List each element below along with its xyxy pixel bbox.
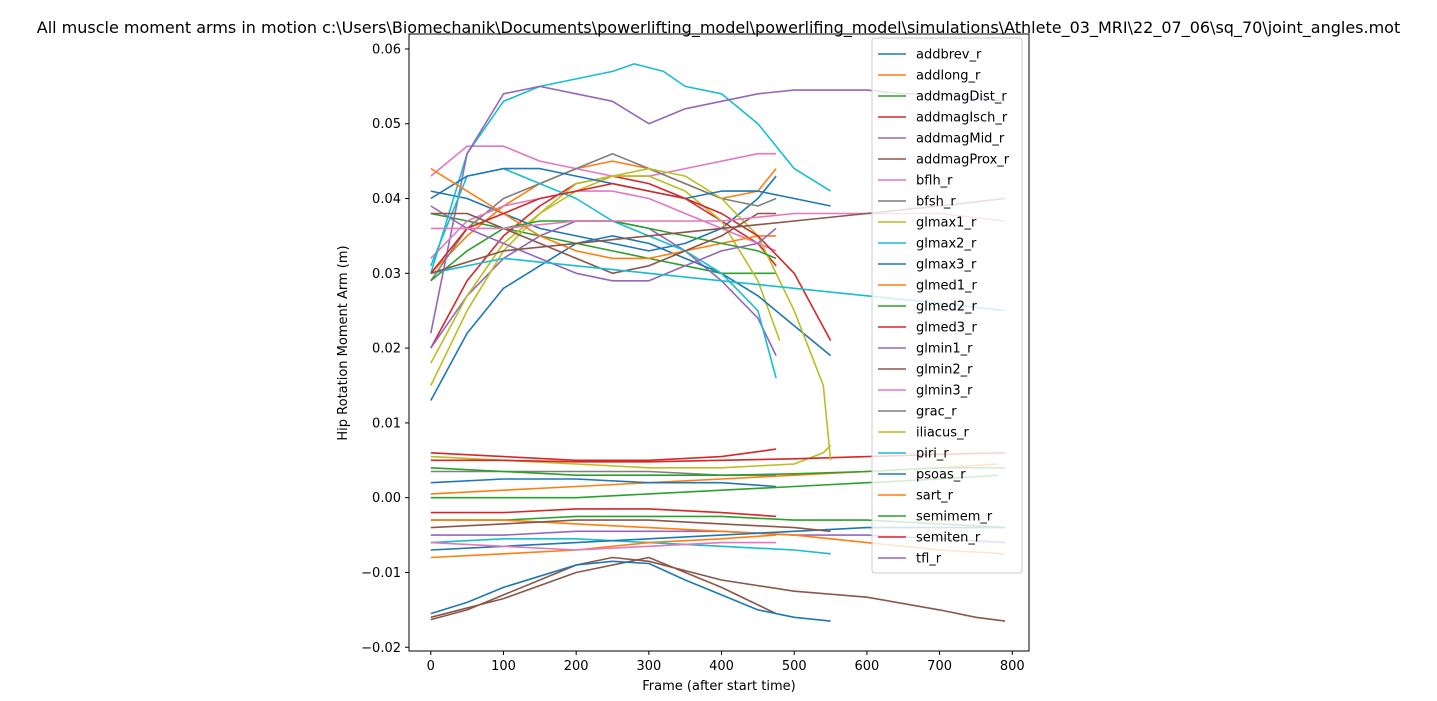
legend-entry: addmagProx_r [916, 153, 1010, 168]
x-tick-label: 300 [636, 659, 661, 674]
x-axis-ticks: 0 100 200 300 400 500 600 700 800 [427, 651, 1025, 674]
legend-entry: glmax1_r [916, 216, 977, 231]
x-tick-label: 200 [564, 659, 589, 674]
series-line-addlong-r [430, 160, 777, 274]
y-tick-label: 0.06 [372, 42, 401, 57]
x-tick-label: 600 [854, 659, 879, 674]
legend-entry: tfl_r [916, 552, 942, 567]
legend-entry: addlong_r [916, 69, 981, 84]
legend-box [871, 37, 1023, 574]
series-line-glmed3-r [430, 448, 777, 462]
legend-entry: psoas_r [916, 468, 966, 483]
legend-entry: grac_r [916, 405, 957, 420]
series-line-unnamed-42 [430, 478, 777, 488]
y-tick-label: 0.03 [372, 267, 401, 282]
legend-entry: piri_r [916, 447, 949, 462]
series-line-unnamed-39 [430, 519, 831, 533]
series-line-glmax2-r [430, 63, 832, 274]
y-tick-label: −0.01 [361, 566, 401, 581]
legend-entry: glmax2_r [916, 237, 977, 252]
y-tick-label: 0.05 [372, 117, 401, 132]
chart-title: All muscle moment arms in motion c:\User… [37, 18, 1401, 38]
x-tick-label: 800 [1000, 659, 1025, 674]
series-line-unnamed-41 [430, 508, 777, 518]
series-line-glmin3-r [430, 190, 777, 259]
y-tick-label: −0.02 [361, 641, 401, 656]
series-line-addbrev-r [430, 175, 777, 252]
x-tick-label: 400 [709, 659, 734, 674]
y-tick-label: 0.01 [372, 416, 401, 431]
x-tick-label: 700 [927, 659, 952, 674]
series-line-glmax3-r [430, 235, 832, 401]
legend-entry: semiten_r [916, 531, 981, 546]
x-tick-label: 500 [782, 659, 807, 674]
y-tick-label: 0.02 [372, 342, 401, 357]
legend-entry: addmagMid_r [916, 132, 1005, 147]
series-line-unnamed-31 [430, 205, 777, 282]
series-line-bflh-r [430, 145, 777, 177]
x-axis-label: Frame (after start time) [642, 679, 795, 694]
series-line-unnamed-30 [430, 182, 832, 341]
legend-entry: addmagDist_r [916, 90, 1007, 105]
legend-entry: glmed2_r [916, 300, 978, 315]
x-tick-label: 100 [491, 659, 516, 674]
plot-frame [408, 33, 1030, 652]
y-tick-label: 0.04 [372, 192, 401, 207]
legend-entry: sart_r [916, 489, 954, 504]
legend-entry: glmin2_r [916, 363, 973, 378]
series-line-bfsh-r [430, 152, 777, 282]
legend: addbrev_r addlong_r addmagDist_r addmagIsch… [871, 37, 1023, 574]
legend-entry: iliacus_r [916, 426, 969, 441]
legend-entry: glmed3_r [916, 321, 978, 336]
series-line-unnamed-32 [430, 212, 777, 275]
legend-entry: bfsh_r [916, 195, 956, 210]
legend-entry: semimem_r [916, 510, 993, 525]
y-tick-label: 0.00 [372, 491, 401, 506]
series-line-unnamed-28 [430, 167, 777, 260]
legend-entry: glmin1_r [916, 342, 973, 357]
legend-entry: glmin3_r [916, 384, 973, 399]
y-axis-ticks: −0.02 −0.01 0.00 0.01 0.02 0.03 0.04 0.05 0.06 [361, 42, 409, 656]
y-axis-label: Hip Rotation Moment Arm (m) [336, 245, 351, 440]
series-line-sart-r [430, 534, 777, 559]
series-line-addmagDist-r [430, 212, 777, 275]
legend-entry: glmed1_r [916, 279, 978, 294]
series-line-addmagProx-r [430, 556, 1006, 622]
legend-entry: glmax3_r [916, 258, 977, 273]
legend-entry: bflh_r [916, 174, 953, 189]
series-line-unnamed-38 [430, 541, 777, 551]
series-line-glmin2-r [430, 556, 777, 619]
x-tick-label: 0 [427, 659, 435, 674]
legend-entry: addmagIsch_r [916, 111, 1008, 126]
legend-entry: addbrev_r [916, 48, 982, 63]
series-line-psoas-r [430, 560, 831, 622]
